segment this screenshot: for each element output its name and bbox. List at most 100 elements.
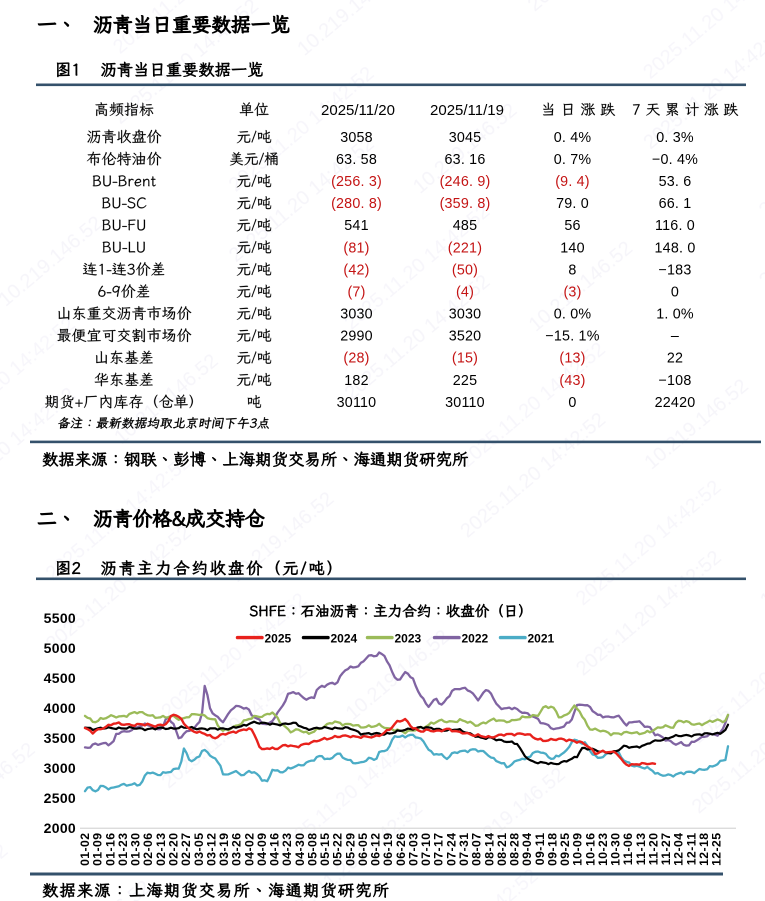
svg-text:10-09: 10-09 bbox=[571, 833, 585, 866]
svg-text:182: 182 bbox=[344, 373, 368, 389]
svg-text:2021: 2021 bbox=[528, 631, 555, 645]
svg-text:3045: 3045 bbox=[449, 130, 482, 146]
svg-text:05-08: 05-08 bbox=[305, 833, 319, 866]
svg-text:(42): (42) bbox=[343, 262, 369, 278]
svg-text:116. 0: 116. 0 bbox=[655, 218, 695, 234]
svg-text:2990: 2990 bbox=[340, 329, 373, 345]
svg-text:−108: −108 bbox=[658, 373, 691, 389]
svg-text:3030: 3030 bbox=[449, 307, 482, 323]
svg-text:0. 4%: 0. 4% bbox=[554, 130, 592, 146]
svg-text:56: 56 bbox=[564, 218, 580, 234]
svg-text:03-12: 03-12 bbox=[204, 833, 218, 866]
svg-text:12-18: 12-18 bbox=[697, 833, 711, 866]
svg-text:12-04: 12-04 bbox=[672, 833, 686, 866]
svg-text:30110: 30110 bbox=[445, 395, 485, 411]
svg-text:2024: 2024 bbox=[331, 631, 358, 645]
svg-text:10-23: 10-23 bbox=[596, 833, 610, 866]
svg-text:−183: −183 bbox=[658, 262, 691, 278]
svg-text:0: 0 bbox=[568, 395, 576, 411]
svg-text:2025/11/20: 2025/11/20 bbox=[321, 102, 395, 119]
svg-text:3030: 3030 bbox=[340, 307, 373, 323]
svg-text:07-03: 07-03 bbox=[407, 833, 421, 866]
svg-text:08-21: 08-21 bbox=[495, 833, 509, 866]
svg-text:02-13: 02-13 bbox=[154, 833, 168, 866]
svg-text:(81): (81) bbox=[343, 240, 369, 256]
svg-text:148. 0: 148. 0 bbox=[655, 240, 696, 256]
svg-text:2000: 2000 bbox=[44, 820, 76, 836]
svg-text:66. 1: 66. 1 bbox=[659, 196, 692, 212]
svg-text:(256. 3): (256. 3) bbox=[331, 174, 382, 190]
svg-text:53. 6: 53. 6 bbox=[659, 174, 692, 190]
svg-text:05-15: 05-15 bbox=[318, 833, 332, 866]
svg-text:01-30: 01-30 bbox=[129, 833, 143, 866]
svg-text:(221): (221) bbox=[448, 240, 482, 256]
svg-text:11-27: 11-27 bbox=[659, 833, 673, 866]
svg-text:63. 16: 63. 16 bbox=[445, 152, 486, 168]
svg-text:(13): (13) bbox=[559, 351, 585, 367]
svg-text:06-19: 06-19 bbox=[381, 833, 395, 866]
svg-text:09-11: 09-11 bbox=[533, 833, 547, 866]
svg-text:02-06: 02-06 bbox=[141, 833, 155, 866]
svg-text:06-26: 06-26 bbox=[394, 833, 408, 866]
svg-text:4500: 4500 bbox=[44, 670, 76, 686]
svg-text:1. 0%: 1. 0% bbox=[656, 307, 694, 323]
svg-text:4000: 4000 bbox=[44, 700, 76, 716]
svg-text:05-29: 05-29 bbox=[343, 833, 357, 866]
svg-text:07-17: 07-17 bbox=[432, 833, 446, 866]
svg-text:140: 140 bbox=[560, 240, 584, 256]
svg-text:2023: 2023 bbox=[395, 631, 422, 645]
svg-text:(43): (43) bbox=[559, 373, 585, 389]
svg-text:(4): (4) bbox=[456, 285, 474, 301]
svg-text:0: 0 bbox=[671, 285, 679, 301]
svg-text:3058: 3058 bbox=[340, 130, 373, 146]
svg-text:−15. 1%: −15. 1% bbox=[545, 329, 599, 345]
svg-text:−0. 4%: −0. 4% bbox=[652, 152, 698, 168]
svg-text:11-06: 11-06 bbox=[621, 833, 635, 866]
svg-text:3500: 3500 bbox=[44, 730, 76, 746]
svg-text:0. 3%: 0. 3% bbox=[656, 130, 694, 146]
svg-text:01-02: 01-02 bbox=[78, 833, 92, 866]
svg-text:07-31: 07-31 bbox=[457, 833, 471, 866]
svg-text:22: 22 bbox=[667, 351, 683, 367]
svg-text:(28): (28) bbox=[343, 351, 369, 367]
svg-text:01-09: 01-09 bbox=[91, 833, 105, 866]
svg-text:09-18: 09-18 bbox=[545, 833, 559, 866]
svg-text:06-12: 06-12 bbox=[369, 833, 383, 866]
svg-text:06-05: 06-05 bbox=[356, 833, 370, 866]
svg-text:09-25: 09-25 bbox=[558, 833, 572, 866]
svg-text:04-23: 04-23 bbox=[280, 833, 294, 866]
svg-text:04-30: 04-30 bbox=[293, 833, 307, 866]
svg-text:8: 8 bbox=[568, 262, 576, 278]
svg-text:02-20: 02-20 bbox=[167, 833, 181, 866]
svg-text:03-26: 03-26 bbox=[230, 833, 244, 866]
svg-text:03-05: 03-05 bbox=[192, 833, 206, 866]
svg-text:2025/11/19: 2025/11/19 bbox=[430, 102, 504, 119]
svg-text:12-11: 12-11 bbox=[684, 833, 698, 866]
svg-text:(7): (7) bbox=[347, 285, 365, 301]
svg-text:2025: 2025 bbox=[265, 631, 292, 645]
svg-text:5500: 5500 bbox=[44, 610, 76, 626]
svg-text:(3): (3) bbox=[563, 285, 581, 301]
svg-text:07-24: 07-24 bbox=[444, 833, 458, 866]
svg-text:08-07: 08-07 bbox=[470, 833, 484, 866]
svg-text:2500: 2500 bbox=[44, 790, 76, 806]
svg-text:11-20: 11-20 bbox=[647, 833, 661, 866]
svg-text:485: 485 bbox=[453, 218, 477, 234]
svg-text:09-04: 09-04 bbox=[520, 833, 534, 866]
svg-text:225: 225 bbox=[453, 373, 477, 389]
svg-text:04-09: 04-09 bbox=[255, 833, 269, 866]
svg-text:10-30: 10-30 bbox=[609, 833, 623, 866]
svg-text:0. 0%: 0. 0% bbox=[554, 307, 592, 323]
svg-text:(246. 9): (246. 9) bbox=[440, 174, 491, 190]
svg-text:04-16: 04-16 bbox=[268, 833, 282, 866]
svg-text:08-28: 08-28 bbox=[508, 833, 522, 866]
svg-text:(15): (15) bbox=[452, 351, 478, 367]
svg-text:03-19: 03-19 bbox=[217, 833, 231, 866]
svg-text:79. 0: 79. 0 bbox=[556, 196, 589, 212]
svg-text:(280. 8): (280. 8) bbox=[331, 196, 382, 212]
svg-text:–: – bbox=[671, 329, 679, 345]
svg-text:63. 58: 63. 58 bbox=[336, 152, 377, 168]
svg-text:22420: 22420 bbox=[655, 395, 696, 411]
svg-text:07-10: 07-10 bbox=[419, 833, 433, 866]
svg-text:05-22: 05-22 bbox=[331, 833, 345, 866]
